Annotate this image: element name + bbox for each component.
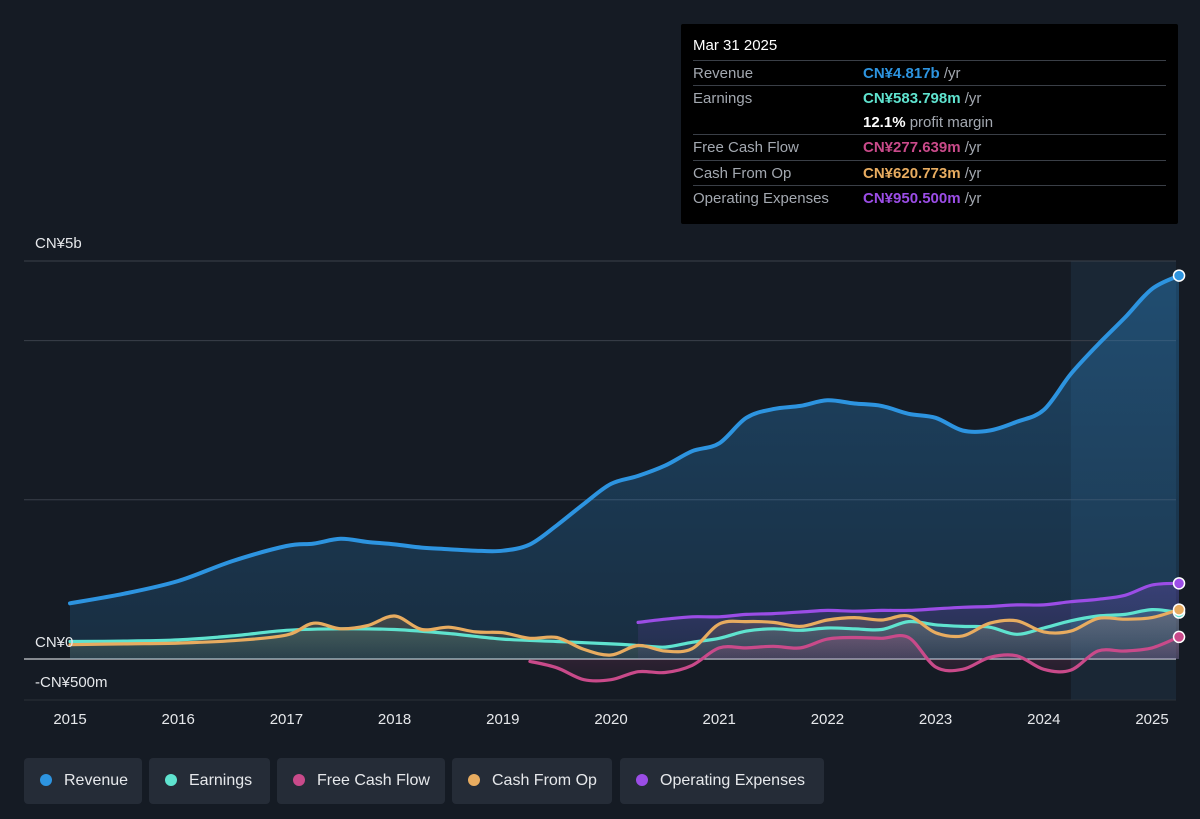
tooltip-row-free-cash-flow: Free Cash Flow CN¥277.639m /yr (693, 134, 1166, 160)
legend-item-cash-from-op[interactable]: Cash From Op (452, 758, 612, 804)
tooltip-row-cash-from-op: Cash From Op CN¥620.773m /yr (693, 160, 1166, 186)
legend-item-operating-expenses[interactable]: Operating Expenses (620, 758, 824, 804)
tooltip-date: Mar 31 2025 (693, 37, 778, 54)
x-tick-label: 2023 (919, 711, 952, 728)
line-layer (68, 273, 1181, 683)
line-revenue (68, 273, 1181, 606)
tooltip-suffix: /yr (960, 190, 982, 207)
end-marker-revenue (1172, 269, 1186, 282)
x-tick-label: 2019 (486, 711, 519, 728)
y-tick-label: CN¥5b (35, 235, 82, 252)
x-tick-label: 2022 (811, 711, 844, 728)
tooltip-suffix: /yr (960, 165, 982, 182)
area-revenue (70, 275, 1179, 659)
x-tick-label: 2021 (703, 711, 736, 728)
legend-label: Revenue (64, 772, 129, 789)
tooltip-value: CN¥4.817b (863, 65, 940, 82)
legend-item-earnings[interactable]: Earnings (149, 758, 270, 804)
marker-layer (1172, 269, 1186, 644)
tooltip-suffix: profit margin (905, 114, 994, 131)
y-tick-label: CN¥0 (35, 634, 73, 651)
x-tick-label: 2016 (162, 711, 195, 728)
legend-item-revenue[interactable]: Revenue (24, 758, 142, 804)
y-tick-label: -CN¥500m (35, 674, 108, 691)
legend-dot-icon (40, 774, 52, 786)
legend-label: Operating Expenses (660, 772, 805, 789)
tooltip-label: Free Cash Flow (693, 139, 799, 156)
tooltip-value: CN¥620.773m (863, 165, 961, 182)
line-cash-from-op (68, 608, 1181, 657)
tooltip-row-revenue: Revenue CN¥4.817b /yr (693, 60, 1166, 86)
legend-label: Earnings (189, 772, 253, 789)
tooltip-value: CN¥950.500m (863, 190, 961, 207)
x-tick-label: 2017 (270, 711, 303, 728)
end-marker-operating-expenses (1172, 577, 1186, 590)
legend-dot-icon (165, 774, 177, 786)
tooltip-suffix: /yr (960, 90, 982, 107)
tooltip-suffix: /yr (960, 139, 982, 156)
line-operating-expenses (636, 581, 1181, 624)
tooltip-label: Operating Expenses (693, 190, 829, 207)
x-tick-label: 2018 (378, 711, 411, 728)
end-marker-free-cash-flow (1172, 630, 1186, 644)
end-marker-cash-from-op (1172, 603, 1186, 616)
y-axis-labels: CN¥5b CN¥0 -CN¥500m (35, 235, 108, 691)
legend-dot-icon (468, 774, 480, 786)
tooltip-row-profit-margin: 12.1% profit margin (693, 110, 1166, 135)
tooltip-label: Cash From Op (693, 165, 792, 182)
x-tick-label: 2024 (1027, 711, 1060, 728)
tooltip-value: CN¥583.798m (863, 90, 961, 107)
legend-label: Free Cash Flow (317, 772, 430, 789)
data-tooltip: Mar 31 2025 Revenue CN¥4.817b /yr Earnin… (681, 24, 1178, 224)
legend-label: Cash From Op (492, 772, 597, 789)
legend-item-free-cash-flow[interactable]: Free Cash Flow (277, 758, 445, 804)
tooltip-value: CN¥277.639m (863, 139, 961, 156)
tooltip-label: Revenue (693, 65, 754, 82)
line-free-cash-flow (528, 634, 1181, 683)
x-axis-labels: 2015 2016 2017 2018 2019 2020 2021 2022 2023 2024… (53, 711, 1168, 728)
x-tick-label: 2015 (53, 711, 86, 728)
x-tick-label: 2025 (1135, 711, 1168, 728)
tooltip-suffix: /yr (939, 65, 961, 82)
legend-dot-icon (293, 774, 305, 786)
tooltip-row-operating-expenses: Operating Expenses CN¥950.500m /yr (693, 185, 1166, 211)
tooltip-label: Earnings (693, 90, 753, 107)
tooltip-row-earnings: Earnings CN¥583.798m /yr (693, 85, 1166, 111)
tooltip-value: 12.1% (863, 114, 906, 131)
legend-dot-icon (636, 774, 648, 786)
x-tick-label: 2020 (594, 711, 627, 728)
